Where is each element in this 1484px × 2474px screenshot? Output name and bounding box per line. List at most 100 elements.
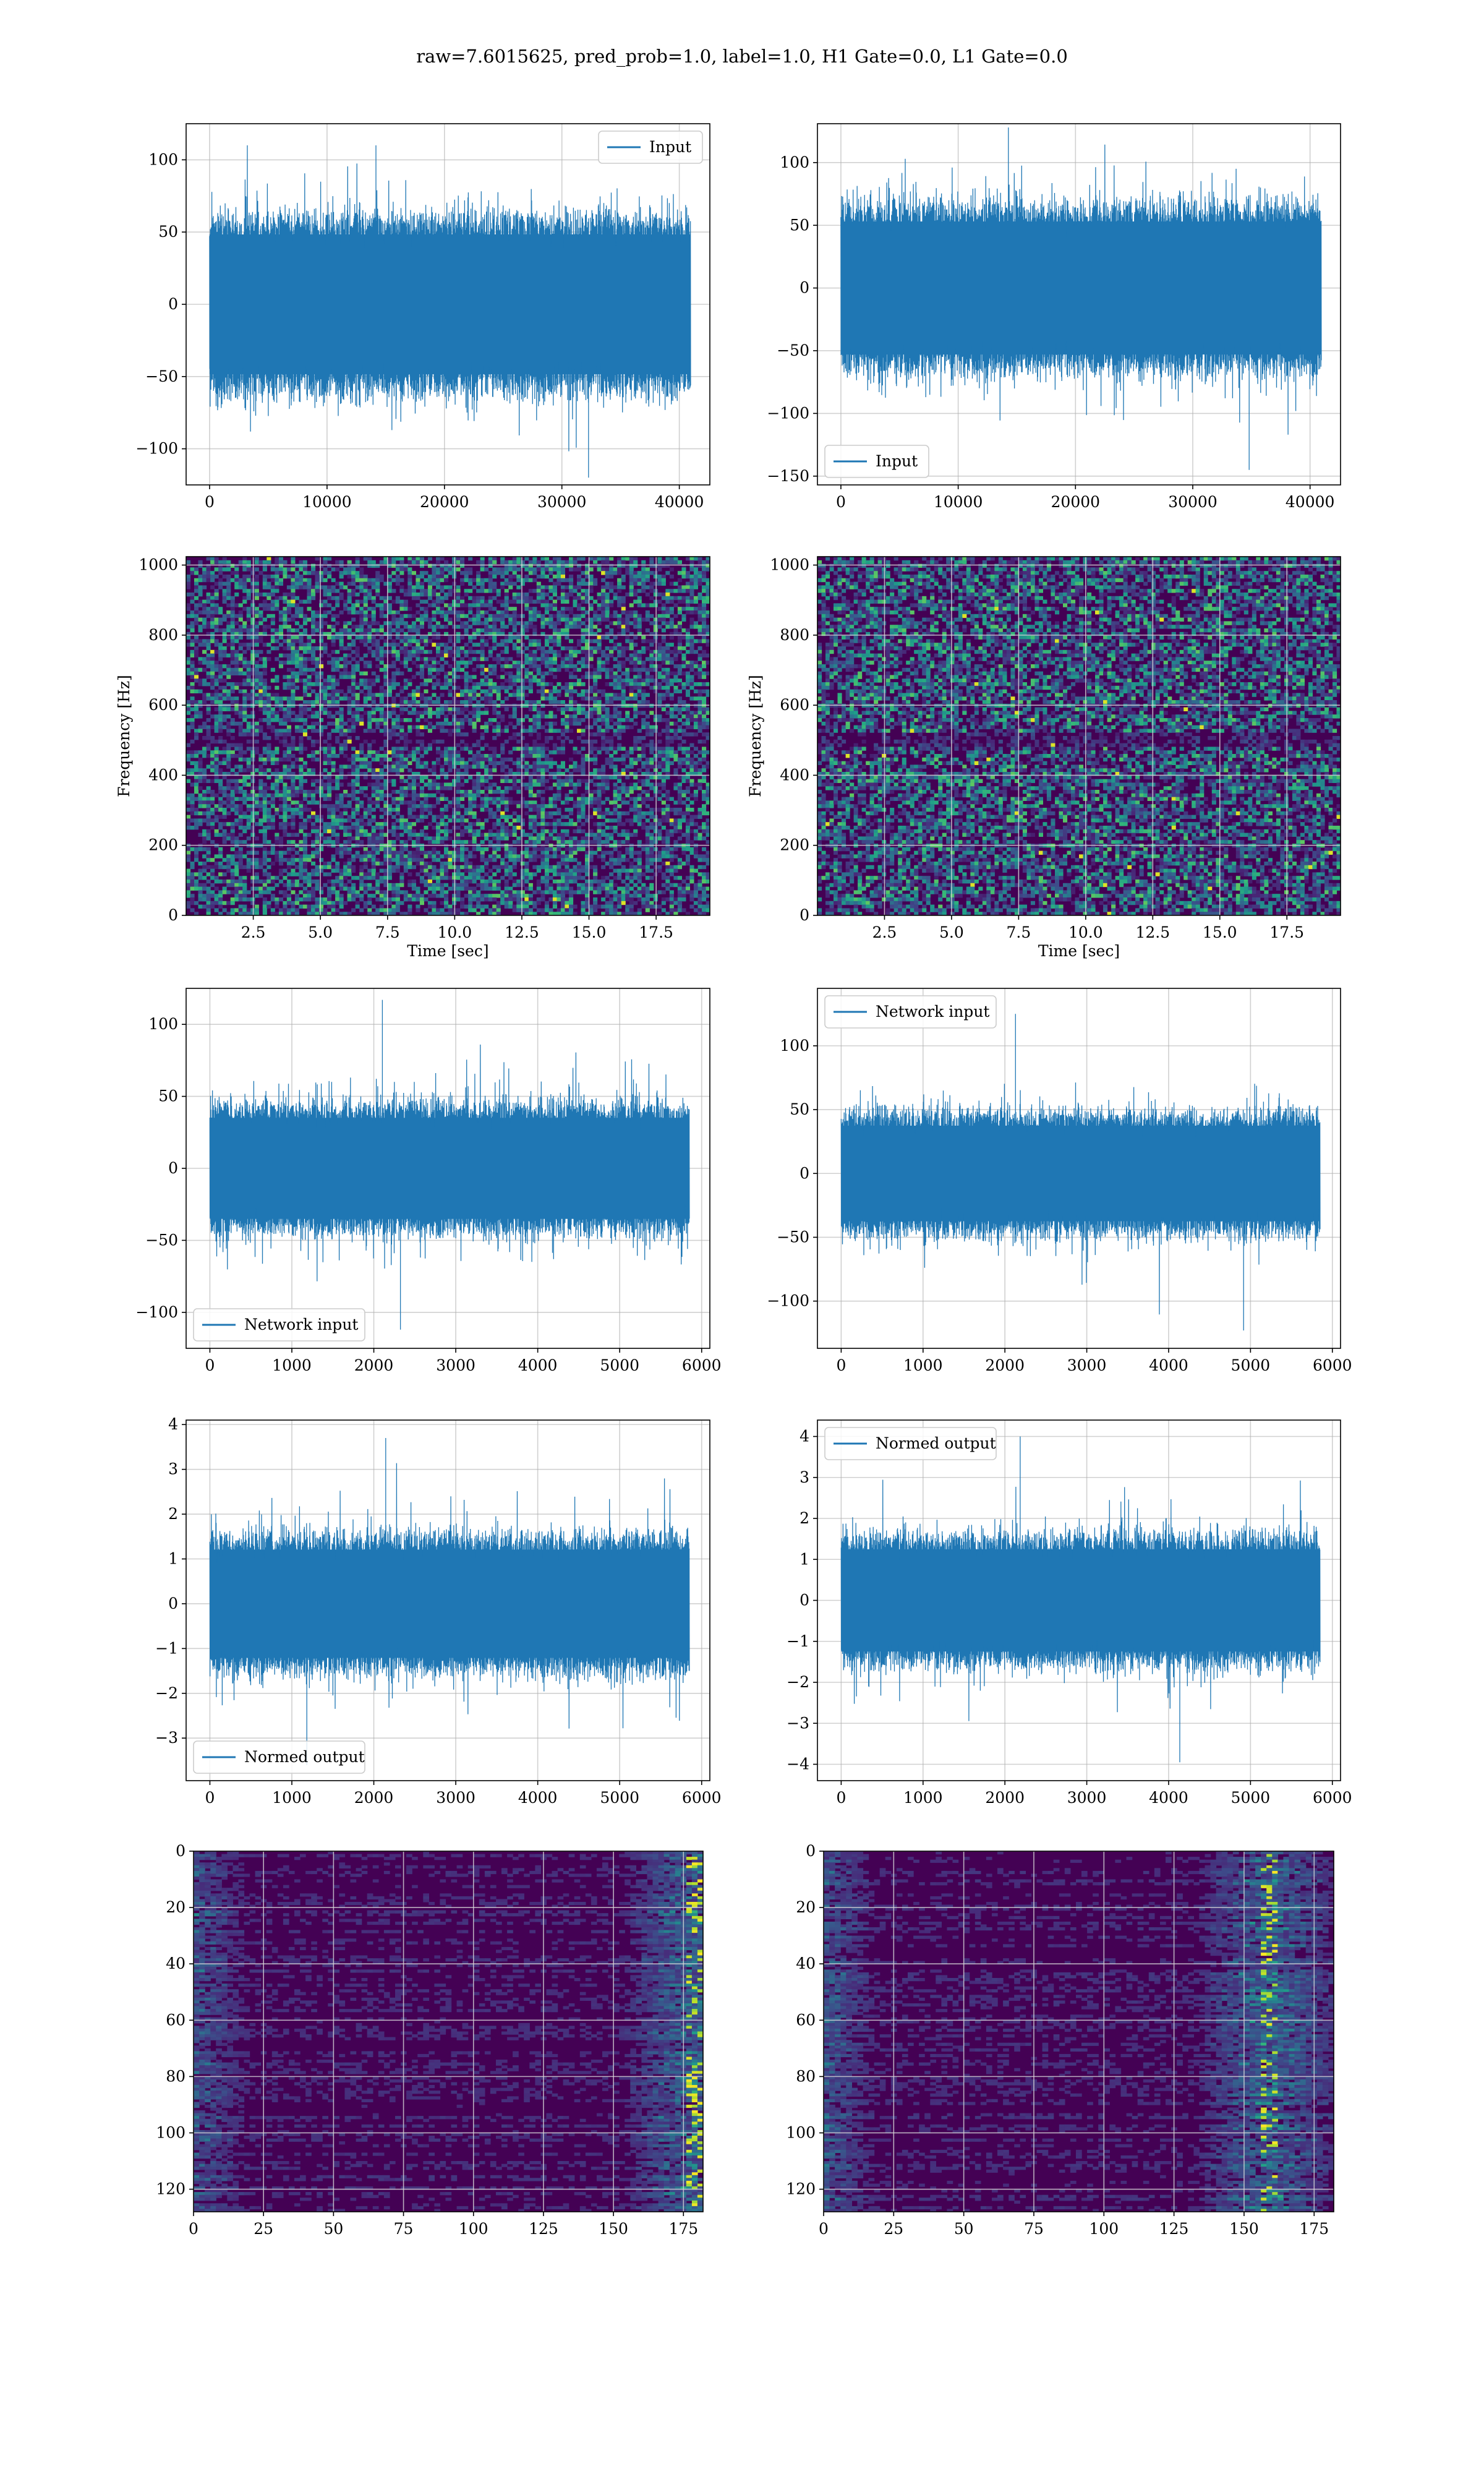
heatmap-cell [617, 625, 622, 629]
heatmap-cell [452, 779, 457, 783]
heatmap-cell [641, 700, 646, 704]
heatmap-cell [480, 725, 485, 729]
heatmap-cell [577, 585, 582, 589]
heatmap-cell [681, 617, 686, 622]
heatmap-cell [468, 689, 473, 693]
heatmap-cell [399, 557, 404, 561]
heatmap-cell [275, 768, 279, 773]
heatmap-cell [407, 628, 412, 633]
heatmap-cell [407, 653, 412, 657]
heatmap-cell [560, 575, 565, 579]
heatmap-cell [299, 575, 304, 579]
heatmap-cell [669, 589, 674, 593]
heatmap-cell [375, 621, 380, 625]
heatmap-cell [536, 599, 541, 604]
heatmap-cell [609, 718, 614, 722]
heatmap-cell [629, 689, 634, 693]
heatmap-cell [669, 631, 674, 636]
heatmap-cell [472, 628, 477, 633]
heatmap-cell [363, 775, 368, 780]
heatmap-cell [440, 664, 445, 669]
heatmap-cell [222, 581, 227, 586]
heatmap-cell [194, 639, 199, 643]
heatmap-cell [222, 646, 227, 651]
heatmap-cell [448, 700, 453, 704]
heatmap-cell [343, 754, 348, 758]
heatmap-cell [593, 639, 598, 643]
heatmap-cell [238, 581, 243, 586]
heatmap-cell [569, 685, 574, 690]
heatmap-cell [657, 563, 662, 568]
heatmap-cell [440, 578, 445, 583]
heatmap-cell [540, 750, 545, 755]
heatmap-cell [371, 775, 376, 780]
heatmap-cell [202, 696, 207, 701]
heatmap-cell [560, 772, 565, 776]
heatmap-cell [403, 754, 408, 758]
x-tick-label: 20000 [420, 493, 469, 511]
heatmap-cell [194, 581, 199, 586]
heatmap-cell [363, 617, 368, 622]
heatmap-cell [520, 685, 525, 690]
heatmap-cell [516, 575, 521, 579]
heatmap-cell [645, 693, 650, 697]
heatmap-cell [367, 696, 372, 701]
heatmap-cell [488, 571, 493, 575]
heatmap-cell [339, 596, 344, 601]
heatmap-cell [339, 750, 344, 755]
heatmap-cell [432, 711, 437, 715]
heatmap-cell [609, 621, 614, 625]
heatmap-cell [560, 617, 565, 622]
heatmap-cell [299, 646, 304, 651]
heatmap-cell [359, 607, 364, 611]
heatmap-cell [661, 649, 666, 654]
heatmap-cell [500, 649, 505, 654]
heatmap-cell [387, 682, 392, 687]
heatmap-cell [294, 764, 299, 769]
heatmap-cell [702, 610, 707, 615]
heatmap-cell [367, 631, 372, 636]
heatmap-cell [214, 682, 219, 687]
heatmap-cell [625, 614, 630, 618]
heatmap-cell [335, 567, 340, 571]
heatmap-cell [359, 757, 364, 762]
heatmap-cell [645, 639, 650, 643]
heatmap-cell [625, 768, 630, 773]
heatmap-cell [689, 578, 694, 583]
heatmap-cell [210, 675, 215, 679]
heatmap-cell [327, 610, 332, 615]
heatmap-cell [419, 649, 424, 654]
heatmap-cell [625, 775, 630, 780]
heatmap-cell [335, 700, 340, 704]
heatmap-cell [480, 653, 485, 657]
heatmap-cell [198, 714, 203, 719]
heatmap-cell [291, 614, 296, 618]
heatmap-cell [633, 675, 638, 679]
heatmap-cell [512, 635, 517, 640]
heatmap-cell [218, 657, 223, 661]
heatmap-cell [214, 603, 219, 607]
heatmap-cell [206, 614, 211, 618]
heatmap-cell [702, 714, 707, 719]
heatmap-cell [488, 646, 493, 651]
heatmap-cell [484, 578, 489, 583]
heatmap-cell [363, 711, 368, 715]
heatmap-cell [351, 718, 356, 722]
heatmap-cell [544, 671, 549, 675]
heatmap-cell [391, 779, 396, 783]
heatmap-cell [347, 718, 352, 722]
heatmap-cell [424, 689, 429, 693]
heatmap-cell [424, 607, 429, 611]
heatmap-cell [689, 599, 694, 604]
heatmap-cell [605, 736, 610, 740]
heatmap-cell [323, 689, 328, 693]
heatmap-cell [202, 667, 207, 672]
heatmap-cell [492, 628, 497, 633]
heatmap-cell [609, 747, 614, 751]
heatmap-cell [391, 761, 396, 765]
heatmap-cell [605, 696, 610, 701]
heatmap-cell [238, 725, 243, 729]
heatmap-cell [291, 585, 296, 589]
heatmap-cell [625, 571, 630, 575]
heatmap-cell [593, 610, 598, 615]
